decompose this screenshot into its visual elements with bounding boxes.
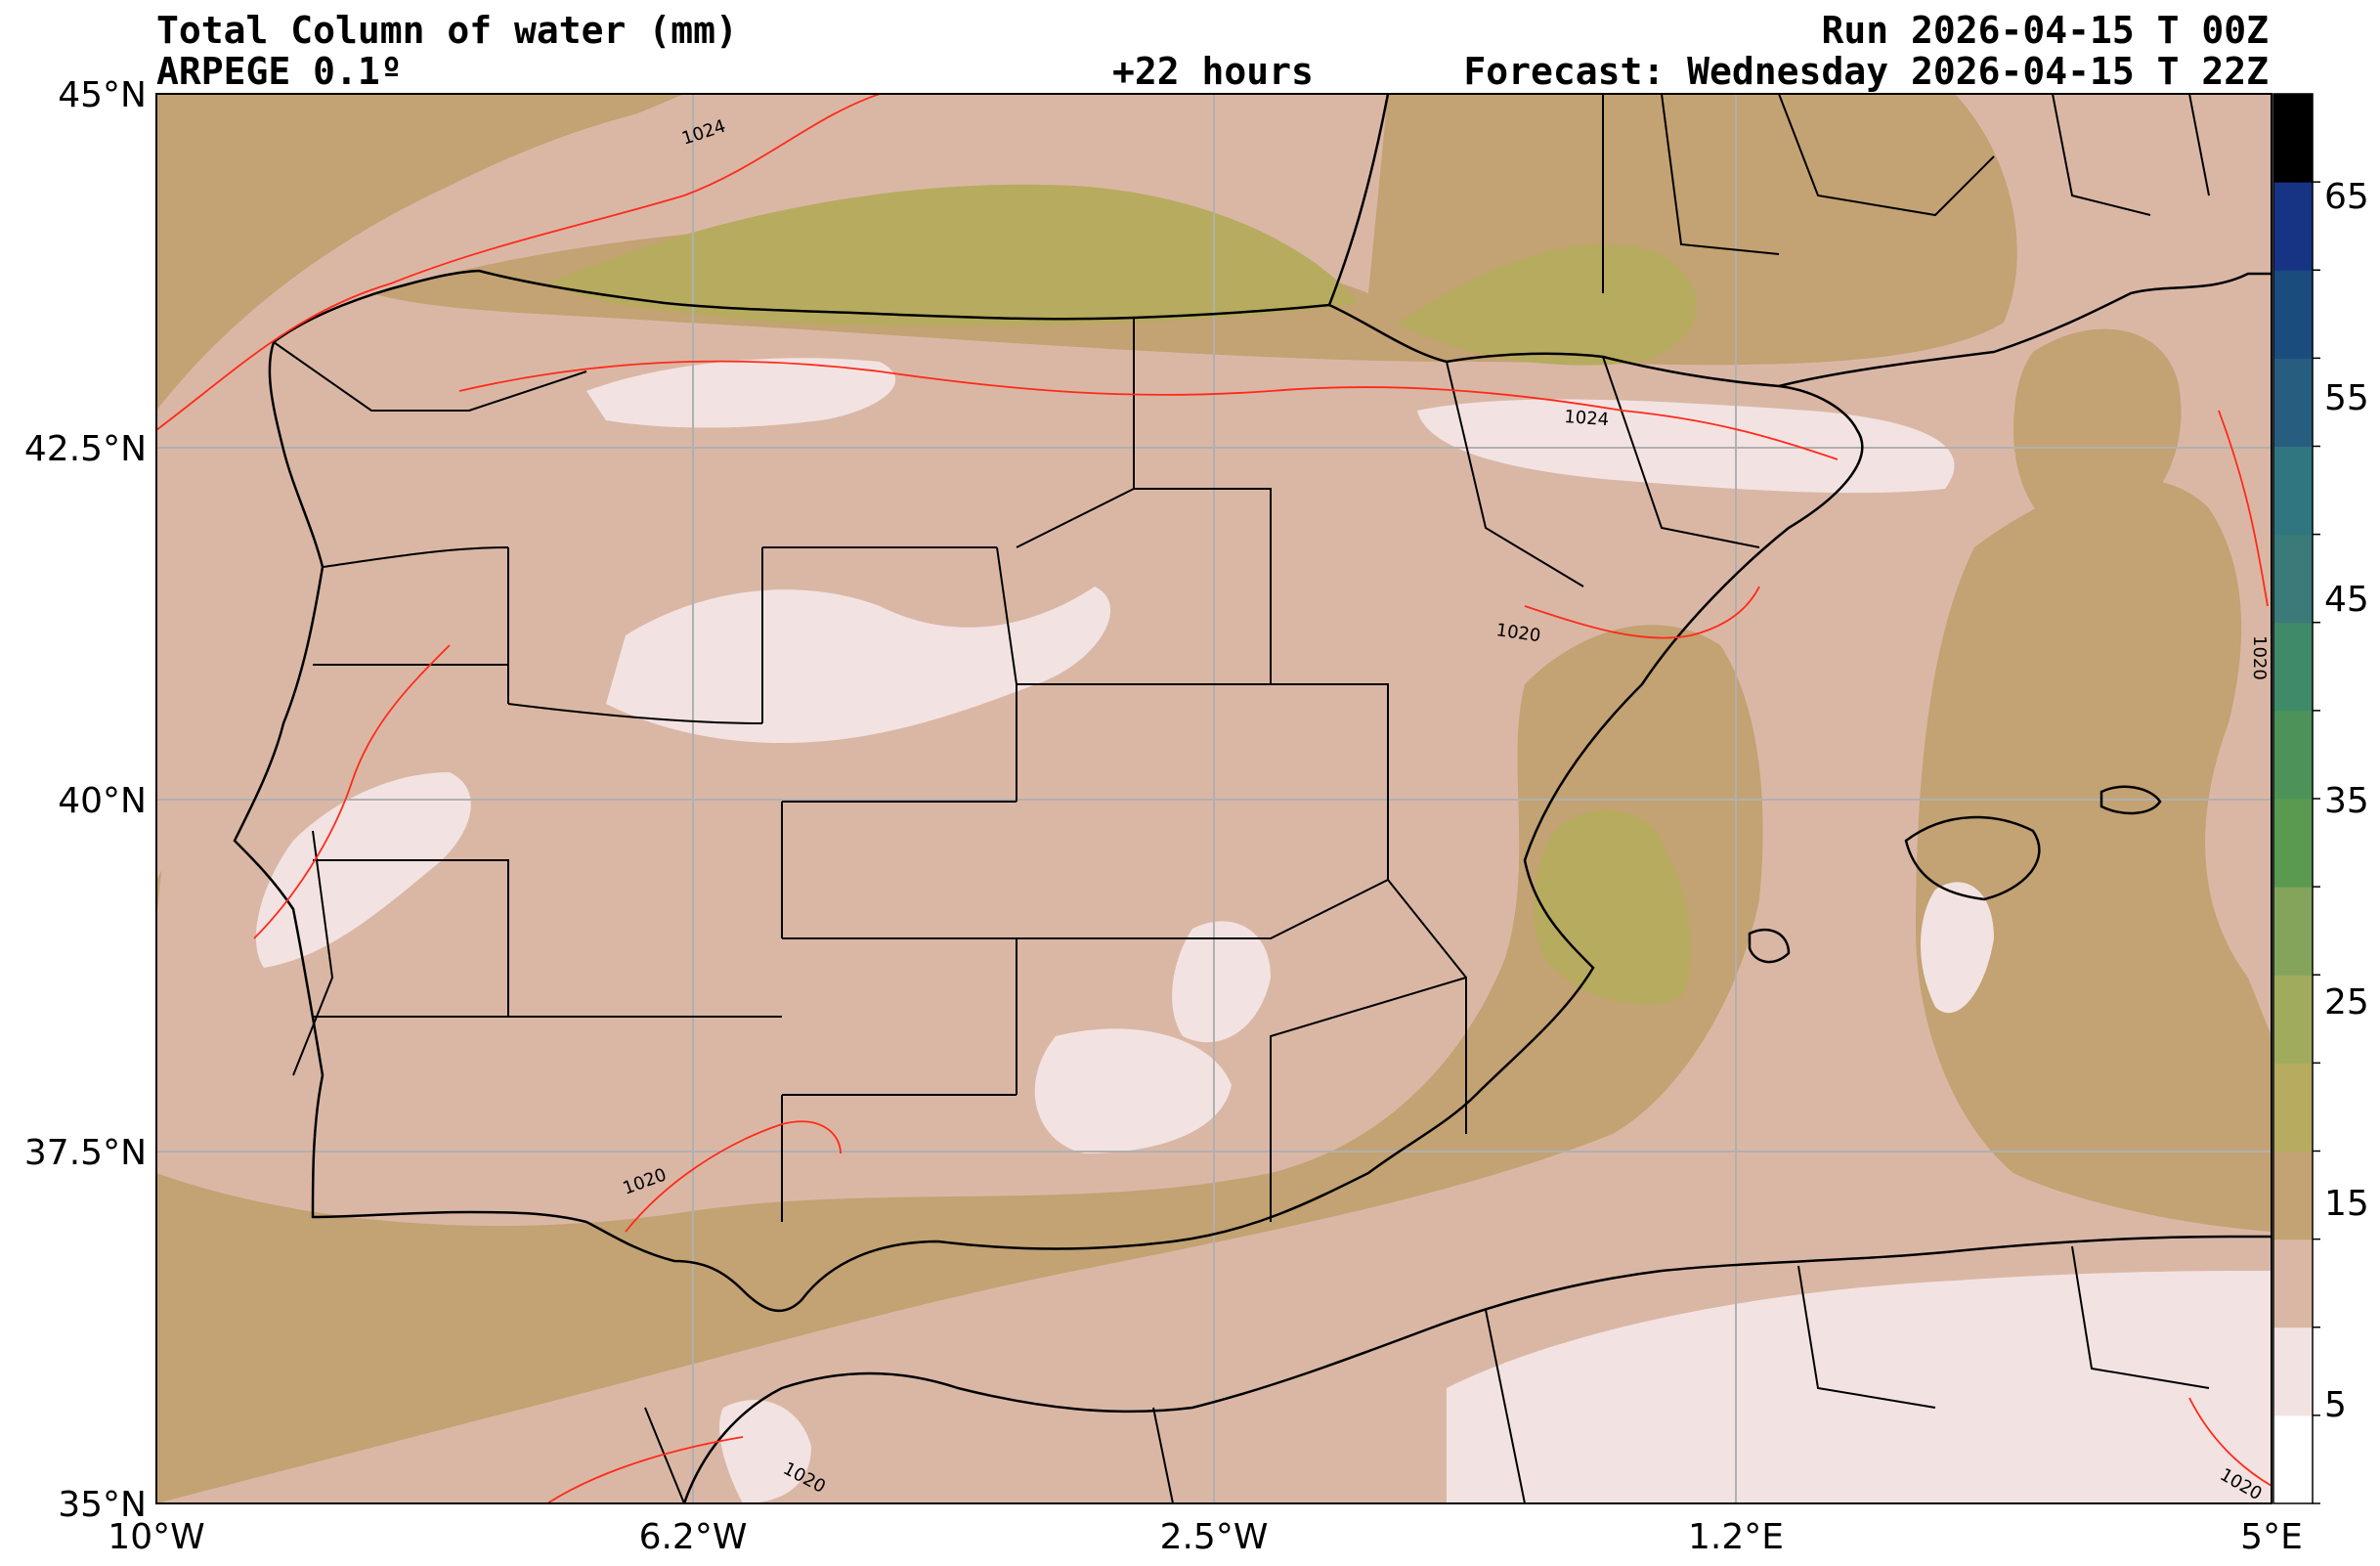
colorbar-segment [2273,94,2313,183]
colorbar-segment [2273,710,2313,800]
colorbar-segment [2273,1063,2313,1152]
lat-tick-label: 37.5°N [24,1133,147,1173]
lon-tick-label: 2.5°W [1160,1517,1269,1557]
colorbar-tick-label: 55 [2324,378,2369,418]
mallorca-dry-patch [1921,882,1994,1014]
lon-tick-label: 6.2°W [639,1517,748,1557]
region-borders [273,318,1760,1222]
map-frame [155,93,2272,1504]
forecast-label: Forecast: Wednesday 2026-04-15 T 22Z [1463,50,2269,93]
lat-tick-label: 45°N [58,75,147,115]
lead-time-label: +22 hours [1112,50,1314,93]
iberia-dry-north [586,358,896,428]
lat-tick-label: 40°N [58,781,147,821]
colorbar-tick-label: 5 [2324,1385,2347,1425]
valencia-moist-blob [1534,809,1692,1005]
map-title: Total Column of water (mm) [156,9,738,52]
strait-dry-patch [719,1400,811,1503]
colorbar-segment [2273,1327,2313,1416]
france-coastline [1327,94,2272,388]
lat-tick-labels: 45°N 42.5°N 40°N 37.5°N 35°N [24,75,147,1525]
colorbar-segment [2273,887,2313,976]
atlantic-dry-tongue [156,94,880,880]
map-panel: 1024 1024 1020 1020 1020 1020 1020 [156,94,2272,1503]
colorbar-segment [2273,358,2313,447]
lat-tick-label: 42.5°N [24,429,147,469]
north-borders [1602,94,2210,293]
colorbar-segment [2273,975,2313,1064]
balearic-moist-field [1916,479,2272,1232]
colorbar-frame [2272,93,2314,1504]
lamancha-dry-patch [1172,921,1271,1043]
lon-tick-label: 10°W [108,1517,204,1557]
colorbar-segment [2273,270,2313,359]
colorbar-segment [2273,1414,2313,1504]
menorca-coast [2099,785,2162,815]
colorbar-tick-label: 45 [2324,580,2369,620]
lon-tick-label: 1.2°E [1688,1517,1784,1557]
iberia-dry-meseta [606,587,1111,743]
model-label: ARPEGE 0.1º [156,50,403,93]
africa-coastline [682,1235,2272,1503]
africa-borders [644,1245,2210,1503]
ebro-dry-band [1417,399,1955,494]
mallorca-coast [1904,815,2041,901]
colorbar-segment [2273,182,2313,271]
south-dry-patch [1034,1028,1232,1153]
colorbar [2272,93,2320,1504]
sardinia-moist-field [2013,328,2182,540]
iberia-dry-west [255,772,471,968]
lat-tick-label: 35°N [58,1485,147,1525]
ibiza-coast [1748,928,1791,964]
colorbar-tick-label: 65 [2324,177,2369,217]
biscay-band-green [547,184,1359,326]
colorbar-tick-label: 35 [2324,781,2369,821]
isobar-label: 1024 [1564,407,1610,430]
colorbar-segment [2273,1239,2313,1328]
lon-tick-labels: 10°W 6.2°W 2.5°W 1.2°E 5°E [108,1517,2303,1557]
colorbar-tick-labels: 5 15 25 35 45 55 65 [2324,177,2369,1425]
colorbar-segment [2273,799,2313,888]
lon-tick-label: 5°E [2240,1517,2303,1557]
colorbar-tick-label: 15 [2324,1184,2369,1224]
colorbar-tick-label: 25 [2324,982,2369,1022]
france-band-green [1398,243,1698,366]
colorbar-segment [2273,1151,2313,1240]
iberia-coastline [233,269,1864,1312]
colorbar-segment [2273,622,2313,712]
north-africa-dry-field [1447,1271,2272,1503]
isobar-label: 1020 [2249,635,2270,680]
colorbar-segment [2273,534,2313,624]
med-moist-field [156,625,1763,1503]
isobars [156,94,2272,1503]
colorbar-segment [2273,446,2313,536]
map-grid [156,94,2272,1503]
run-label: Run 2026-04-15 T 00Z [1821,9,2269,52]
